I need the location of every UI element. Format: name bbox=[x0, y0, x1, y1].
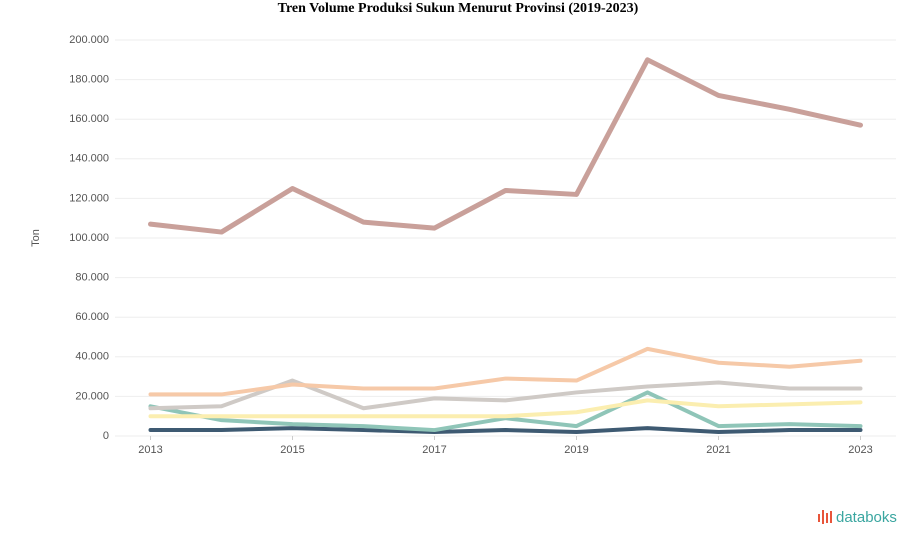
y-tick-label: 180.000 bbox=[69, 74, 109, 86]
y-tick-label: 60.000 bbox=[75, 311, 109, 323]
y-tick-label: 140.000 bbox=[69, 153, 109, 165]
x-tick-label: 2021 bbox=[706, 444, 730, 456]
y-tick-label: 120.000 bbox=[69, 192, 109, 204]
series-line bbox=[148, 426, 863, 435]
brand-logo: databoks bbox=[818, 509, 897, 526]
series-line bbox=[148, 390, 863, 433]
y-tick-label: 0 bbox=[103, 430, 109, 442]
brand-name: databoks bbox=[836, 509, 897, 526]
y-tick-label: 20.000 bbox=[75, 390, 109, 402]
x-tick-label: 2013 bbox=[138, 444, 162, 456]
x-tick-label: 2023 bbox=[848, 444, 872, 456]
y-tick-label: 100.000 bbox=[69, 232, 109, 244]
x-tick-label: 2015 bbox=[280, 444, 304, 456]
y-axis-label: Ton bbox=[30, 229, 42, 247]
series-line bbox=[148, 398, 863, 419]
y-tick-label: 160.000 bbox=[69, 113, 109, 125]
series-line bbox=[148, 57, 863, 235]
y-tick-label: 200.000 bbox=[69, 34, 109, 46]
x-tick-label: 2019 bbox=[564, 444, 588, 456]
y-tick-label: 80.000 bbox=[75, 272, 109, 284]
series-line bbox=[148, 346, 863, 397]
chart-title: Tren Volume Produksi Sukun Menurut Provi… bbox=[278, 1, 639, 16]
x-tick-label: 2017 bbox=[422, 444, 446, 456]
y-tick-label: 40.000 bbox=[75, 351, 109, 363]
